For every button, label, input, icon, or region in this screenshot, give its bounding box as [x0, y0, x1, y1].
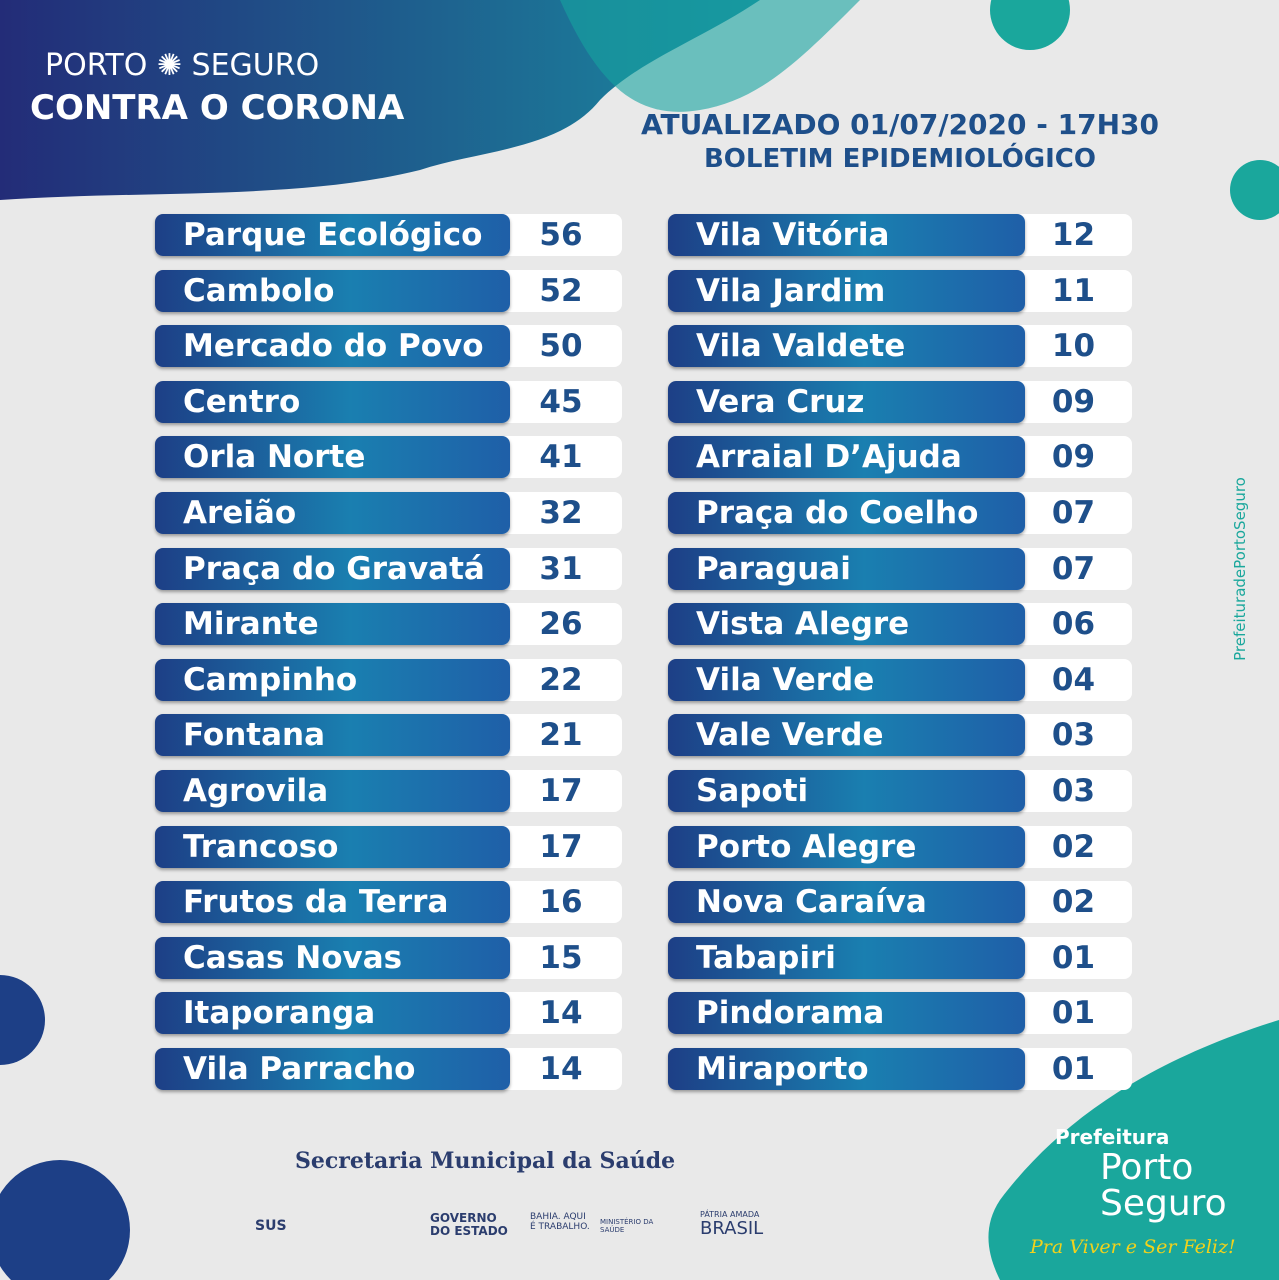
count: 11 [1015, 269, 1132, 312]
neighborhood: Campinho [155, 658, 510, 701]
count: 03 [1015, 714, 1132, 757]
count: 17 [500, 770, 622, 812]
neighborhood: Vera Cruz [668, 380, 1025, 423]
count: 03 [1015, 770, 1132, 812]
count: 07 [1015, 547, 1132, 590]
count: 16 [500, 881, 622, 924]
neighborhood: Praça do Gravatá [155, 547, 510, 590]
count: 14 [500, 992, 622, 1035]
count: 09 [1015, 436, 1132, 479]
title: BOLETIM EPIDEMIOLÓGICO [703, 144, 1096, 174]
count: 09 [1015, 380, 1132, 423]
prefeitura: Prefeitura [1055, 1125, 1170, 1149]
neighborhood: Paraguai [668, 547, 1025, 590]
neighborhood: Nova Caraíva [668, 881, 1025, 924]
count: 31 [500, 547, 622, 590]
brand: PORTO ✺ SEGURO [45, 48, 320, 83]
count: 15 [500, 936, 622, 979]
neighborhood: Porto Alegre [668, 825, 1025, 868]
count: 52 [500, 269, 622, 312]
neighborhood: Agrovila [155, 770, 510, 812]
neighborhood: Casas Novas [155, 936, 510, 979]
neighborhood: Centro [155, 380, 510, 423]
neighborhood: Tabapiri [668, 936, 1025, 979]
motto: Pra Viver e Ser Feliz! [1030, 1236, 1236, 1258]
neighborhood: Sapoti [668, 770, 1025, 812]
neighborhood: Itaporanga [155, 992, 510, 1035]
secretaria: Secretaria Municipal da Saúde [295, 1148, 676, 1174]
neighborhood: Arraial D’Ajuda [668, 436, 1025, 479]
neighborhood: Mirante [155, 603, 510, 646]
count: 01 [1015, 992, 1132, 1035]
neighborhood: Cambolo [155, 269, 510, 312]
neighborhood: Vila Verde [668, 658, 1025, 701]
count: 02 [1015, 825, 1132, 868]
neighborhood: Pindorama [668, 992, 1025, 1035]
porto-seguro: Porto Seguro [1100, 1147, 1227, 1224]
count: 10 [1015, 325, 1132, 368]
ministerio: MINISTÉRIO DA SAÚDE [600, 1218, 654, 1234]
count: 17 [500, 825, 622, 868]
count: 01 [1015, 1048, 1132, 1090]
count: 32 [500, 492, 622, 534]
count: 06 [1015, 603, 1132, 646]
neighborhood: Orla Norte [155, 436, 510, 479]
neighborhood: Parque Ecológico [155, 214, 510, 256]
count: 01 [1015, 936, 1132, 979]
count: 02 [1015, 881, 1132, 924]
count: 50 [500, 325, 622, 368]
count: 41 [500, 436, 622, 479]
neighborhood: Mercado do Povo [155, 325, 510, 368]
updated: ATUALIZADO 01/07/2020 - 17H30 [641, 108, 1159, 141]
neighborhood: Vila Valdete [668, 325, 1025, 368]
count: 26 [500, 603, 622, 646]
slogan: CONTRA O CORONA [30, 88, 405, 128]
count: 45 [500, 380, 622, 423]
neighborhood: Vila Jardim [668, 269, 1025, 312]
neighborhood: Frutos da Terra [155, 881, 510, 924]
neighborhood: Vila Vitória [668, 214, 1025, 256]
sus: SUS [255, 1218, 287, 1234]
neighborhood: Praça do Coelho [668, 492, 1025, 534]
neighborhood: Areião [155, 492, 510, 534]
count: 12 [1015, 214, 1132, 256]
neighborhood: Miraporto [668, 1048, 1025, 1090]
patria: PÁTRIA AMADA [700, 1210, 760, 1219]
neighborhood: Vila Parracho [155, 1048, 510, 1090]
count: 21 [500, 714, 622, 757]
bahia: BAHIA. AQUI É TRABALHO. [530, 1212, 590, 1232]
count: 07 [1015, 492, 1132, 534]
count: 56 [500, 214, 622, 256]
neighborhood: Trancoso [155, 825, 510, 868]
count: 04 [1015, 658, 1132, 701]
neighborhood: Vista Alegre [668, 603, 1025, 646]
neighborhood: Fontana [155, 714, 510, 757]
count: 14 [500, 1048, 622, 1090]
neighborhood: Vale Verde [668, 714, 1025, 757]
social: PrefeituradePortoSeguro [1231, 477, 1249, 661]
governo: GOVERNO DO ESTADO [430, 1211, 508, 1238]
brasil: BRASIL [700, 1218, 764, 1239]
count: 22 [500, 658, 622, 701]
